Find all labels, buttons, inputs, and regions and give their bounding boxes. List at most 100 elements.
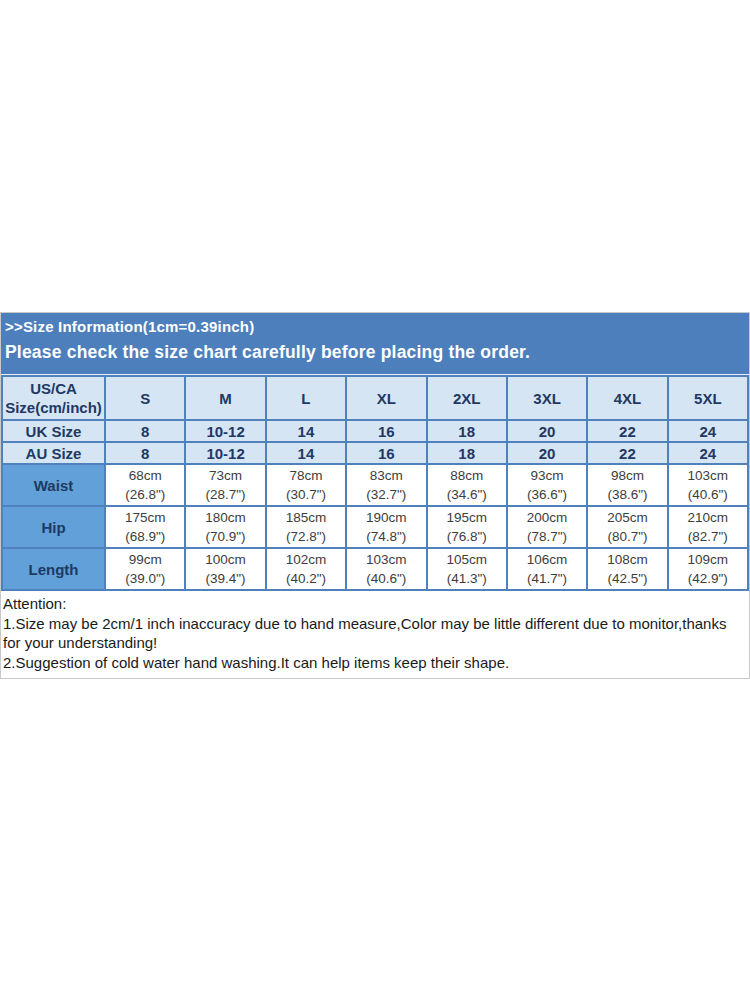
size-cell: 14 xyxy=(266,442,346,464)
attention-notes: Attention: 1.Size may be 2cm/1 inch inac… xyxy=(1,591,749,678)
cm-value: 210cm xyxy=(669,508,747,527)
size-cell: 20 xyxy=(507,442,587,464)
cm-value: 102cm xyxy=(267,550,345,569)
uk-size-row: UK Size 8 10-12 14 16 18 20 22 24 xyxy=(2,420,748,442)
inch-value: (40.2") xyxy=(267,569,345,588)
row-label-hip: Hip xyxy=(2,506,105,548)
inch-value: (42.5") xyxy=(588,569,666,588)
cm-value: 103cm xyxy=(669,466,747,485)
column-header-5xl: 5XL xyxy=(668,376,748,420)
cm-value: 195cm xyxy=(428,508,506,527)
measure-cell: 83cm (32.7") xyxy=(346,464,426,506)
inch-value: (28.7") xyxy=(186,485,264,504)
inch-value: (36.6") xyxy=(508,485,586,504)
cm-value: 98cm xyxy=(588,466,666,485)
cm-value: 100cm xyxy=(186,550,264,569)
measure-cell: 109cm (42.9") xyxy=(668,548,748,590)
measure-cell: 100cm (39.4") xyxy=(185,548,265,590)
inch-value: (39.0") xyxy=(106,569,184,588)
measure-cell: 78cm (30.7") xyxy=(266,464,346,506)
size-cell: 24 xyxy=(668,420,748,442)
measure-cell: 108cm (42.5") xyxy=(587,548,667,590)
waist-row: Waist 68cm (26.8") 73cm (28.7") 78cm (30… xyxy=(2,464,748,506)
row-label-waist: Waist xyxy=(2,464,105,506)
measure-cell: 99cm (39.0") xyxy=(105,548,185,590)
measure-cell: 98cm (38.6") xyxy=(587,464,667,506)
column-header-3xl: 3XL xyxy=(507,376,587,420)
hip-row: Hip 175cm (68.9") 180cm (70.9") 185cm (7… xyxy=(2,506,748,548)
size-cell: 24 xyxy=(668,442,748,464)
cm-value: 78cm xyxy=(267,466,345,485)
measure-cell: 190cm (74.8") xyxy=(346,506,426,548)
measure-cell: 200cm (78.7") xyxy=(507,506,587,548)
corner-header-line2: Size(cm/inch) xyxy=(3,398,104,417)
size-cell: 14 xyxy=(266,420,346,442)
inch-value: (70.9") xyxy=(186,527,264,546)
inch-value: (34.6") xyxy=(428,485,506,504)
length-row: Length 99cm (39.0") 100cm (39.4") 102cm … xyxy=(2,548,748,590)
measure-cell: 180cm (70.9") xyxy=(185,506,265,548)
cm-value: 68cm xyxy=(106,466,184,485)
measure-cell: 106cm (41.7") xyxy=(507,548,587,590)
size-info-banner: >>Size Information(1cm=0.39inch) Please … xyxy=(1,313,749,375)
inch-value: (40.6") xyxy=(669,485,747,504)
measure-cell: 68cm (26.8") xyxy=(105,464,185,506)
size-cell: 16 xyxy=(346,420,426,442)
cm-value: 200cm xyxy=(508,508,586,527)
inch-value: (41.7") xyxy=(508,569,586,588)
attention-note-2: 2.Suggestion of cold water hand washing.… xyxy=(3,653,747,673)
size-info-content: >>Size Information(1cm=0.39inch) Please … xyxy=(0,312,750,679)
column-header-xl: XL xyxy=(346,376,426,420)
size-cell: 8 xyxy=(105,420,185,442)
cm-value: 105cm xyxy=(428,550,506,569)
measure-cell: 195cm (76.8") xyxy=(427,506,507,548)
cm-value: 83cm xyxy=(347,466,425,485)
inch-value: (82.7") xyxy=(669,527,747,546)
column-header-2xl: 2XL xyxy=(427,376,507,420)
measure-cell: 103cm (40.6") xyxy=(668,464,748,506)
measure-cell: 103cm (40.6") xyxy=(346,548,426,590)
cm-value: 190cm xyxy=(347,508,425,527)
cm-value: 88cm xyxy=(428,466,506,485)
cm-value: 205cm xyxy=(588,508,666,527)
cm-value: 103cm xyxy=(347,550,425,569)
inch-value: (30.7") xyxy=(267,485,345,504)
inch-value: (78.7") xyxy=(508,527,586,546)
size-cell: 20 xyxy=(507,420,587,442)
size-chart-table: US/CA Size(cm/inch) S M L XL 2XL 3XL 4XL… xyxy=(1,375,749,591)
measure-cell: 102cm (40.2") xyxy=(266,548,346,590)
inch-value: (74.8") xyxy=(347,527,425,546)
cm-value: 99cm xyxy=(106,550,184,569)
au-size-row: AU Size 8 10-12 14 16 18 20 22 24 xyxy=(2,442,748,464)
size-info-image: >>Size Information(1cm=0.39inch) Please … xyxy=(0,0,750,1000)
corner-header-line1: US/CA xyxy=(3,379,104,398)
size-cell: 22 xyxy=(587,442,667,464)
measure-cell: 93cm (36.6") xyxy=(507,464,587,506)
row-label-length: Length xyxy=(2,548,105,590)
inch-value: (40.6") xyxy=(347,569,425,588)
measure-cell: 205cm (80.7") xyxy=(587,506,667,548)
banner-title: >>Size Information(1cm=0.39inch) xyxy=(5,318,745,335)
size-cell: 18 xyxy=(427,442,507,464)
size-cell: 10-12 xyxy=(185,442,265,464)
cm-value: 175cm xyxy=(106,508,184,527)
size-cell: 22 xyxy=(587,420,667,442)
size-cell: 10-12 xyxy=(185,420,265,442)
column-header-s: S xyxy=(105,376,185,420)
column-header-m: M xyxy=(185,376,265,420)
inch-value: (72.8") xyxy=(267,527,345,546)
column-header-l: L xyxy=(266,376,346,420)
measure-cell: 210cm (82.7") xyxy=(668,506,748,548)
row-label-uk-size: UK Size xyxy=(2,420,105,442)
inch-value: (39.4") xyxy=(186,569,264,588)
attention-heading: Attention: xyxy=(3,594,747,614)
inch-value: (32.7") xyxy=(347,485,425,504)
size-cell: 16 xyxy=(346,442,426,464)
measure-cell: 175cm (68.9") xyxy=(105,506,185,548)
cm-value: 106cm xyxy=(508,550,586,569)
measure-cell: 105cm (41.3") xyxy=(427,548,507,590)
banner-subtitle: Please check the size chart carefully be… xyxy=(5,342,745,363)
inch-value: (42.9") xyxy=(669,569,747,588)
cm-value: 180cm xyxy=(186,508,264,527)
corner-header-cell: US/CA Size(cm/inch) xyxy=(2,376,105,420)
